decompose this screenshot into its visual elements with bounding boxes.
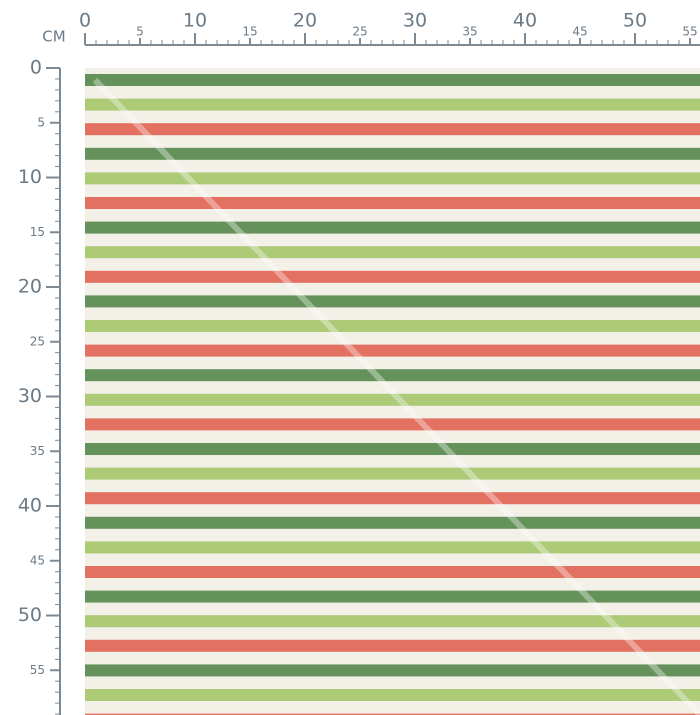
stripe xyxy=(85,516,700,529)
unit-label: CM xyxy=(42,28,65,46)
top-tick-label: 55 xyxy=(682,25,697,39)
stripe xyxy=(85,197,700,209)
stripe xyxy=(85,344,700,357)
stripe xyxy=(85,123,700,136)
stripe xyxy=(85,320,700,332)
top-tick-label: 45 xyxy=(572,25,587,39)
stripe xyxy=(85,689,700,701)
fabric xyxy=(85,68,700,715)
left-tick-label: 55 xyxy=(30,663,45,677)
left-tick-label: 25 xyxy=(30,334,45,348)
stripe xyxy=(85,541,700,554)
stripe xyxy=(85,467,700,480)
left-tick-label: 5 xyxy=(37,115,45,129)
top-tick-label: 25 xyxy=(352,25,367,39)
stripe xyxy=(85,566,700,578)
top-tick-label: 10 xyxy=(183,10,207,32)
left-tick-label: 0 xyxy=(30,57,42,79)
top-tick-label: 30 xyxy=(403,10,427,32)
top-tick-label: 15 xyxy=(242,25,257,39)
stripe xyxy=(85,590,700,603)
stripe xyxy=(85,393,700,406)
left-tick-label: 30 xyxy=(18,385,42,407)
stripe xyxy=(85,98,700,111)
stripe xyxy=(85,74,700,86)
stripe xyxy=(85,615,700,628)
top-tick-label: 5 xyxy=(136,25,144,39)
left-tick-label: 40 xyxy=(18,495,42,517)
stripe xyxy=(85,418,700,431)
top-tick-label: 0 xyxy=(79,10,91,32)
stripe xyxy=(85,664,700,677)
stripe xyxy=(85,639,700,652)
left-tick-label: 35 xyxy=(30,444,45,458)
left-tick-label: 50 xyxy=(18,604,42,626)
left-tick-label: 10 xyxy=(18,166,42,188)
stripe xyxy=(85,246,700,259)
stripe xyxy=(85,369,700,382)
stripe xyxy=(85,295,700,308)
stripe xyxy=(85,713,700,715)
fold-highlight xyxy=(92,77,700,715)
left-tick-label: 45 xyxy=(30,553,45,567)
top-tick-label: 50 xyxy=(623,10,647,32)
stripe xyxy=(85,443,700,455)
left-tick-label: 15 xyxy=(30,225,45,239)
stripe xyxy=(85,492,700,505)
stripe xyxy=(85,172,700,185)
stripe xyxy=(85,147,700,160)
top-tick-label: 20 xyxy=(293,10,317,32)
top-tick-label: 35 xyxy=(462,25,477,39)
top-tick-label: 40 xyxy=(513,10,537,32)
stripe xyxy=(85,270,700,283)
stripe xyxy=(85,221,700,234)
left-tick-label: 20 xyxy=(18,276,42,298)
